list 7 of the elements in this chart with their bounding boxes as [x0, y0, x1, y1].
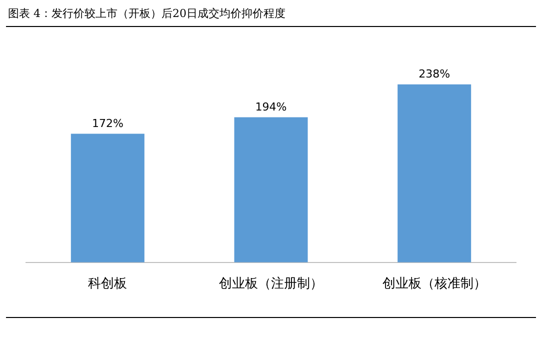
chart-title: 图表 4：发行价较上市（开板）后20日成交均价抑价程度: [8, 6, 286, 21]
x-tick-label: 科创板: [88, 276, 128, 292]
data-label: 238%: [418, 68, 450, 81]
data-label: 194%: [255, 100, 287, 114]
x-tick-label: 创业板（注册制）: [219, 276, 323, 292]
x-tick-label: 创业板（核准制）: [382, 276, 486, 292]
data-label: 172%: [92, 117, 124, 130]
